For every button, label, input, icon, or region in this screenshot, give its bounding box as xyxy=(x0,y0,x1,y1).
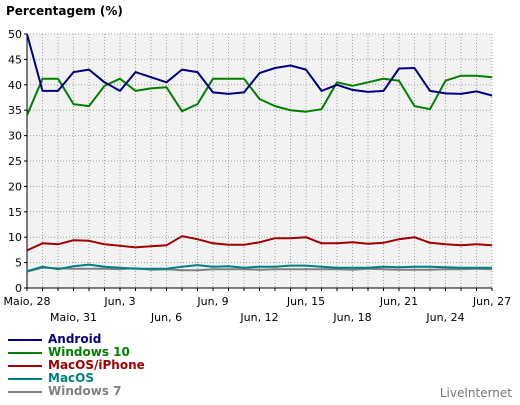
y-tick-label: 0 xyxy=(15,282,22,295)
series-line-android xyxy=(26,33,493,97)
y-axis-label: Percentagem (%) xyxy=(6,4,123,18)
series-line-macos xyxy=(26,263,492,273)
legend-label: MacOS xyxy=(48,371,94,385)
brand-label: LiveInternet xyxy=(439,386,512,400)
x-tick-label: Jun, 9 xyxy=(196,295,228,308)
x-tick-label: Jun, 3 xyxy=(103,295,135,308)
y-tick-label: 45 xyxy=(8,53,22,66)
series-line-windows-10 xyxy=(26,74,493,116)
x-tick-label: Maio, 31 xyxy=(50,311,97,324)
y-tick-label: 5 xyxy=(15,257,22,270)
x-tick-label: Jun, 27 xyxy=(472,295,511,308)
legend-swatch xyxy=(8,390,42,393)
y-tick-label: 35 xyxy=(8,104,22,117)
y-tick-label: 50 xyxy=(8,28,22,41)
y-tick-label: 30 xyxy=(8,130,22,143)
x-tick-label: Jun, 24 xyxy=(425,311,464,324)
legend-item: Windows 7 xyxy=(8,385,145,398)
y-tick-label: 40 xyxy=(8,79,22,92)
x-tick-label: Jun, 15 xyxy=(286,295,325,308)
y-tick-label: 15 xyxy=(8,206,22,219)
legend-label: Android xyxy=(48,332,102,346)
series-line-windows-7 xyxy=(26,266,493,273)
legend-item: Android xyxy=(8,333,145,346)
legend-swatch xyxy=(8,377,42,380)
y-tick-label: 25 xyxy=(8,155,22,168)
x-tick-label: Jun, 18 xyxy=(332,311,371,324)
legend-swatch xyxy=(8,364,42,367)
legend-item: Windows 10 xyxy=(8,346,145,359)
legend-label: Windows 7 xyxy=(48,384,122,398)
legend-label: MacOS/iPhone xyxy=(48,358,145,372)
legend-item: MacOS/iPhone xyxy=(8,359,145,372)
x-tick-label: Maio, 28 xyxy=(3,295,50,308)
series-line-macos-iphone xyxy=(26,235,493,252)
y-tick-label: 20 xyxy=(8,180,22,193)
legend-item: MacOS xyxy=(8,372,145,385)
legend-label: Windows 10 xyxy=(48,345,130,359)
legend-swatch xyxy=(8,351,42,354)
legend-swatch xyxy=(8,338,42,341)
legend: Android Windows 10 MacOS/iPhone MacOS Window… xyxy=(8,333,145,398)
x-tick-label: Jun, 12 xyxy=(239,311,278,324)
y-tick-label: 10 xyxy=(8,231,22,244)
x-tick-label: Jun, 21 xyxy=(379,295,418,308)
x-tick-label: Jun, 6 xyxy=(150,311,182,324)
